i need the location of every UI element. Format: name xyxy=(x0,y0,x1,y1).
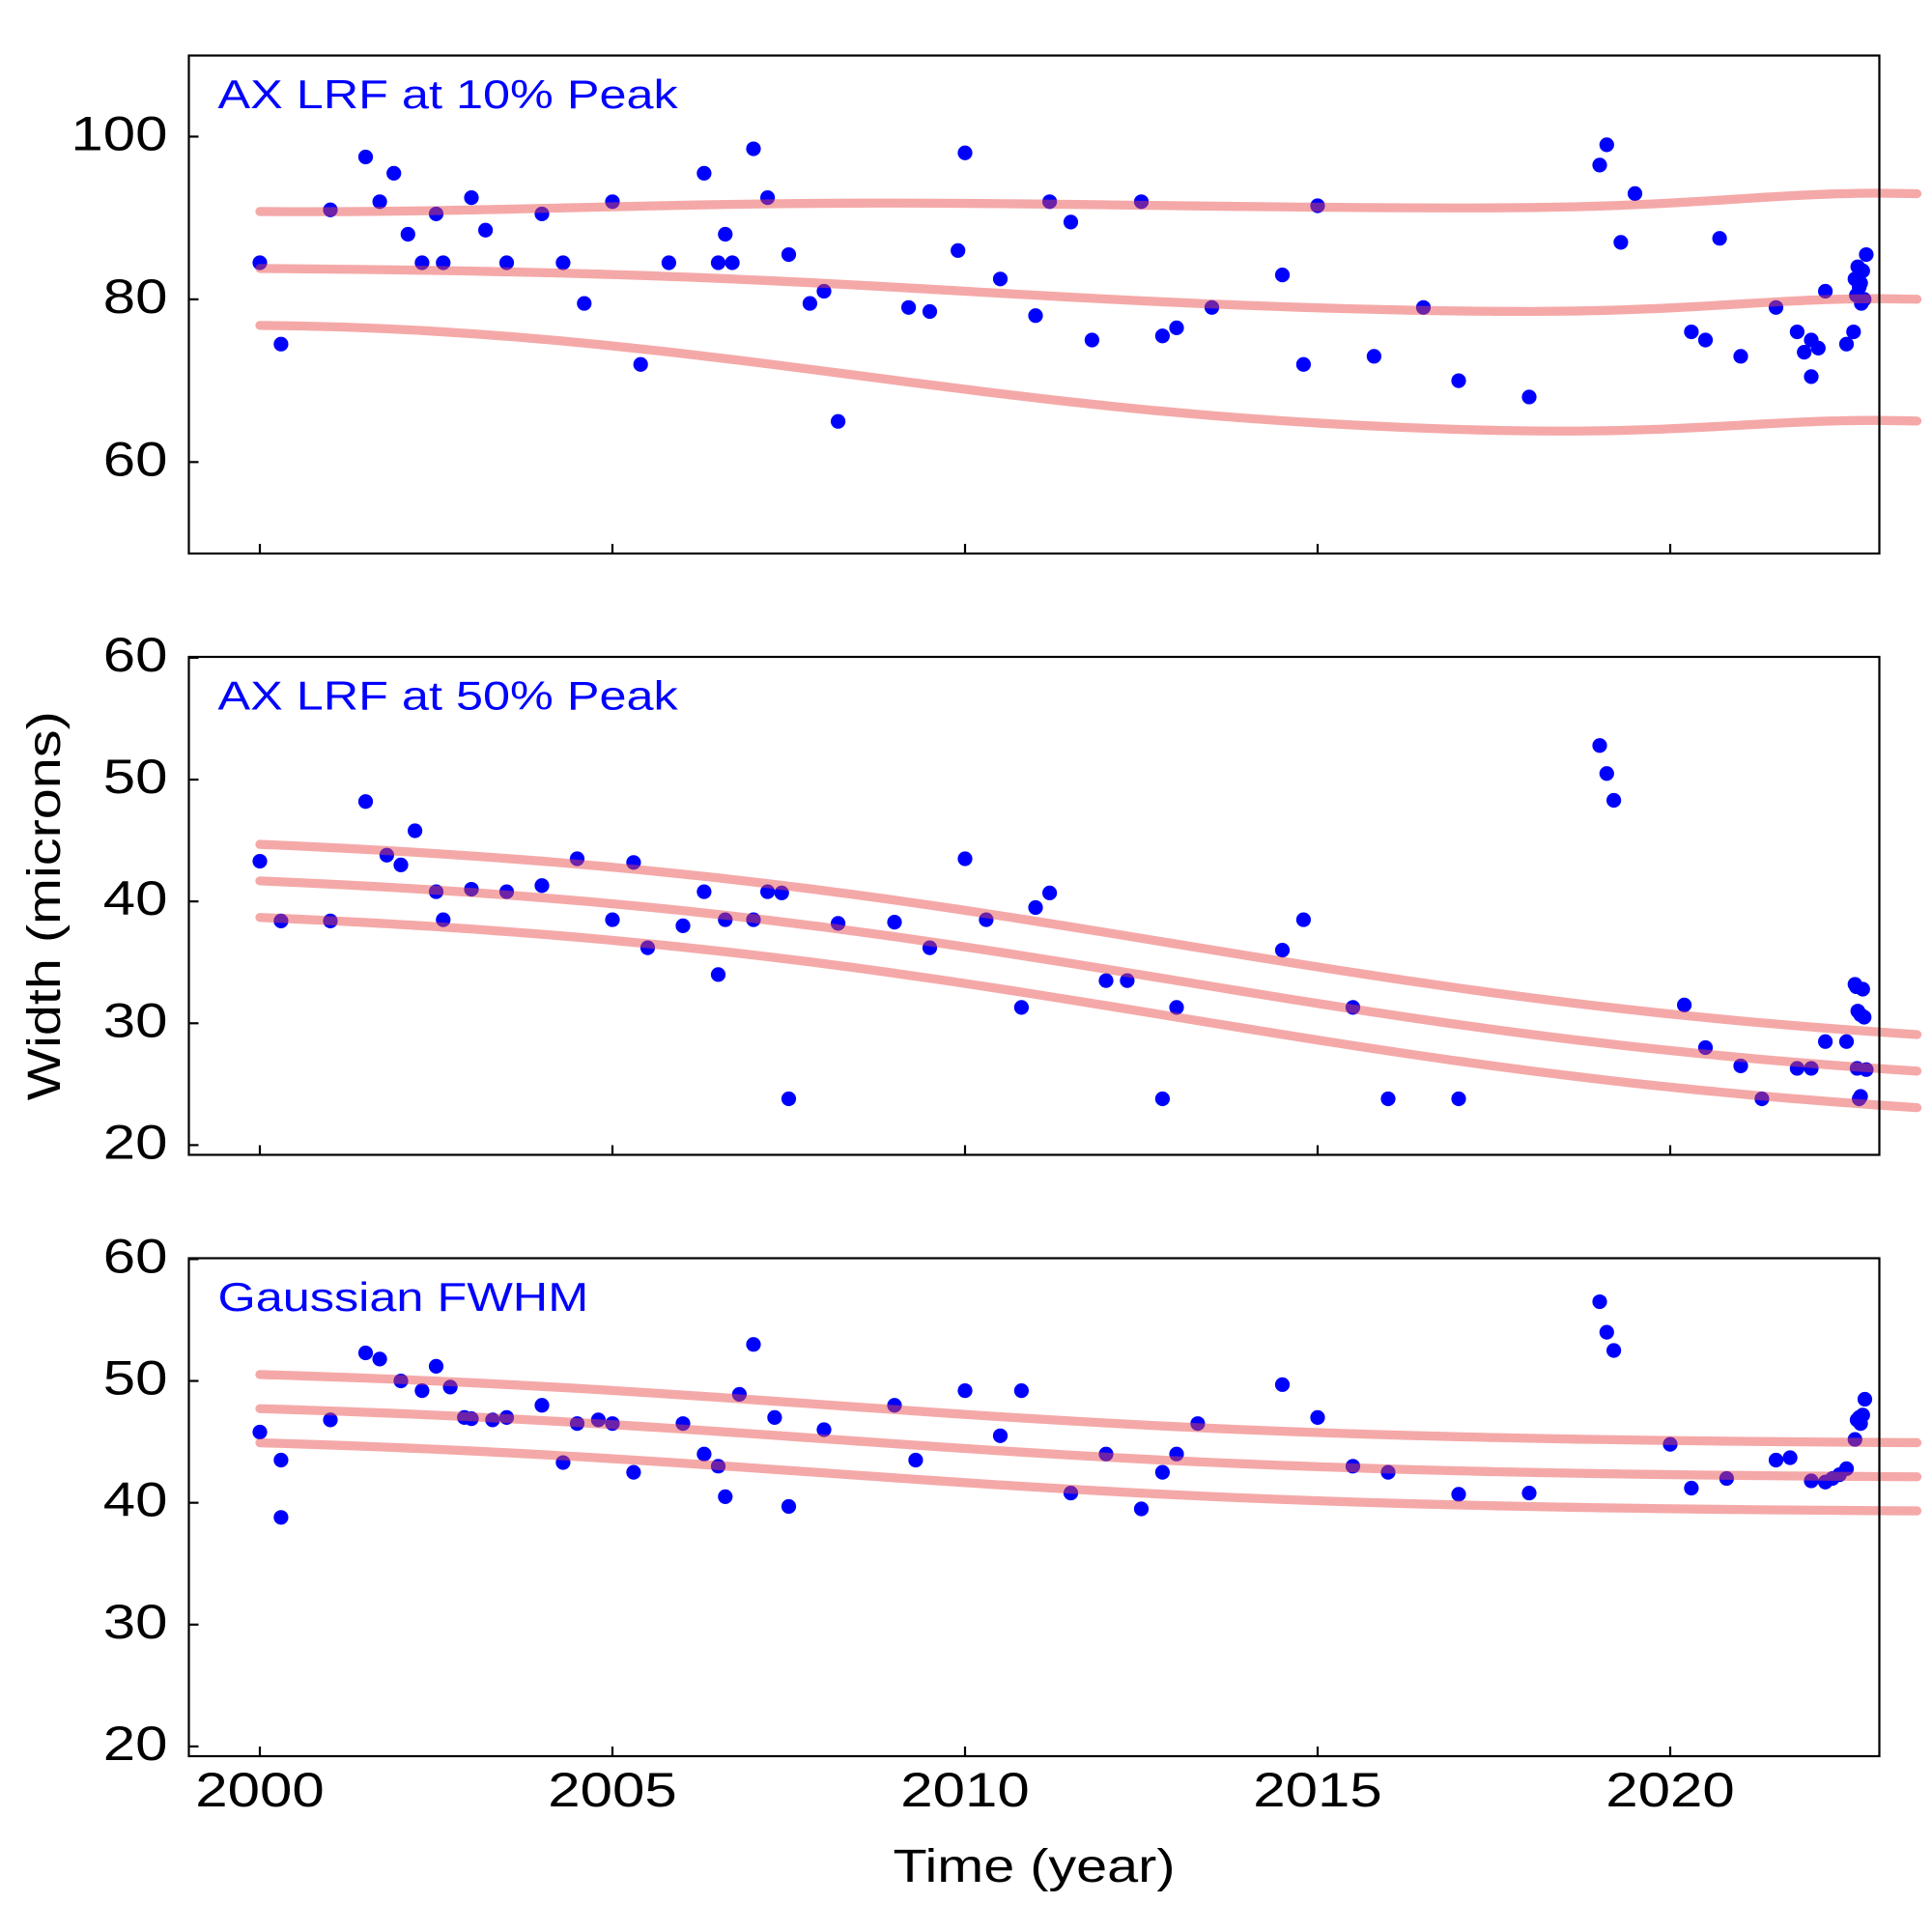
svg-text:60: 60 xyxy=(103,1229,168,1283)
svg-text:100: 100 xyxy=(71,106,167,160)
svg-text:2015: 2015 xyxy=(1253,1763,1382,1817)
svg-text:30: 30 xyxy=(103,1595,168,1649)
svg-text:40: 40 xyxy=(103,1473,168,1527)
svg-text:AX LRF at 50% Peak: AX LRF at 50% Peak xyxy=(218,673,679,719)
svg-text:2000: 2000 xyxy=(195,1763,325,1817)
svg-text:2005: 2005 xyxy=(548,1763,677,1817)
svg-text:50: 50 xyxy=(103,750,168,804)
svg-text:Width (microns): Width (microns) xyxy=(19,711,71,1100)
svg-text:80: 80 xyxy=(103,270,168,324)
svg-text:60: 60 xyxy=(103,628,168,682)
svg-text:40: 40 xyxy=(103,871,168,925)
svg-text:60: 60 xyxy=(103,432,168,486)
svg-text:20: 20 xyxy=(103,1115,168,1169)
svg-text:50: 50 xyxy=(103,1351,168,1406)
svg-text:2010: 2010 xyxy=(900,1763,1030,1817)
svg-text:20: 20 xyxy=(103,1717,168,1771)
svg-text:Gaussian FWHM: Gaussian FWHM xyxy=(218,1274,589,1320)
svg-text:AX LRF at 10% Peak: AX LRF at 10% Peak xyxy=(218,71,679,117)
svg-text:2020: 2020 xyxy=(1605,1763,1735,1817)
svg-text:30: 30 xyxy=(103,993,168,1047)
svg-text:Time (year): Time (year) xyxy=(894,1841,1176,1892)
